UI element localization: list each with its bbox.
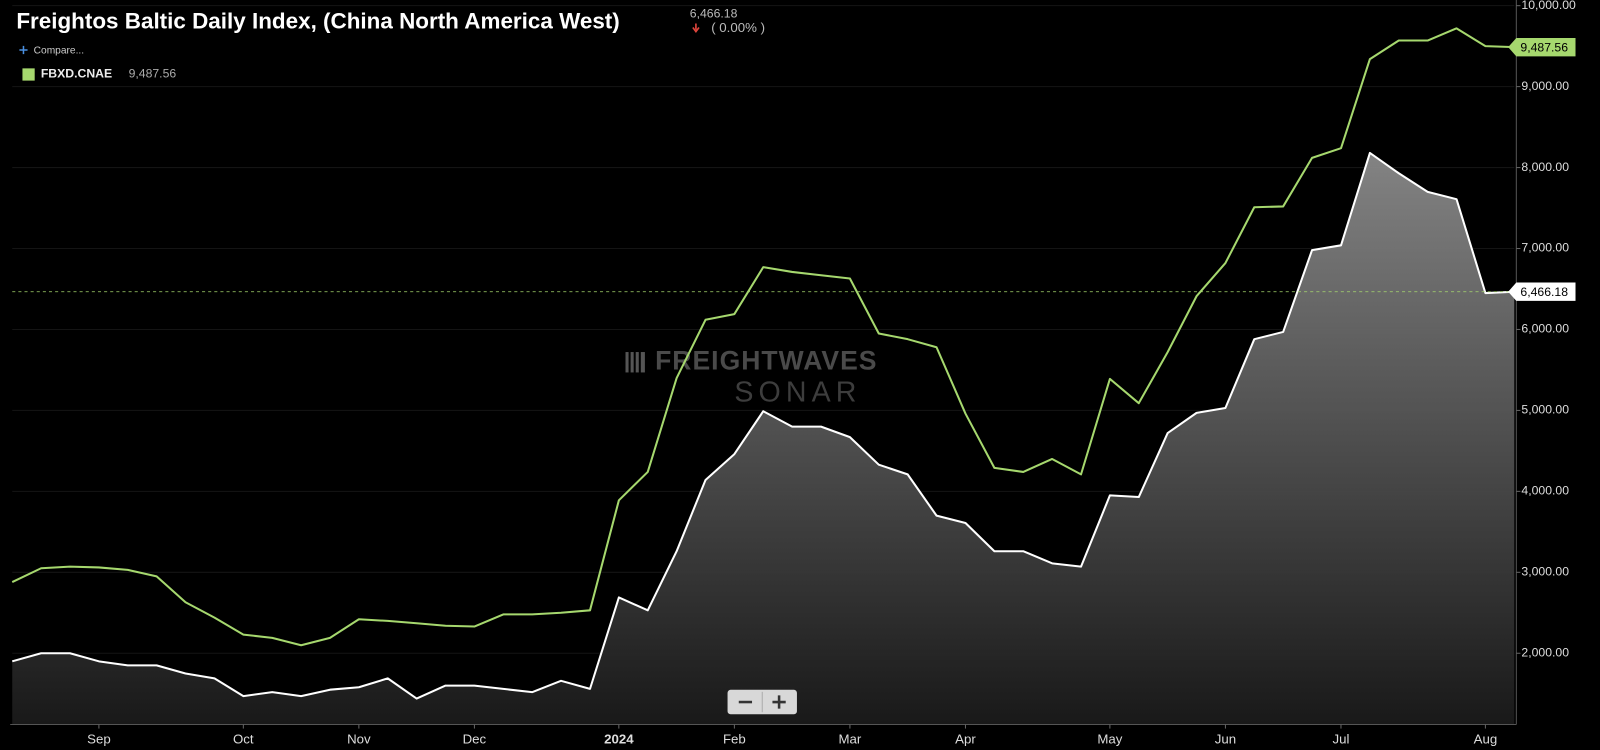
x-tick-label: Dec bbox=[463, 731, 487, 746]
price-tag-label: 6,466.18 bbox=[1520, 285, 1568, 299]
y-tick-label: 5,000.00 bbox=[1521, 403, 1569, 417]
y-tick-label: 2,000.00 bbox=[1521, 645, 1569, 659]
zoom-in[interactable] bbox=[772, 695, 786, 709]
watermark-text: FREIGHTWAVES bbox=[655, 345, 877, 375]
change-label: ( 0.00% ) bbox=[711, 20, 765, 35]
y-tick-label: 4,000.00 bbox=[1521, 484, 1569, 498]
y-tick-label: 9,000.00 bbox=[1521, 79, 1569, 93]
x-tick-label: Jul bbox=[1332, 731, 1349, 746]
price-tag bbox=[1508, 37, 1576, 57]
x-tick-label: Jun bbox=[1215, 731, 1236, 746]
down-arrow bbox=[692, 23, 700, 33]
x-tick-label: Sep bbox=[87, 731, 111, 746]
x-tick-label: Apr bbox=[955, 731, 976, 746]
watermark-logo bbox=[625, 352, 645, 373]
watermark: FREIGHTWAVES SONAR bbox=[625, 345, 877, 408]
area bbox=[12, 152, 1515, 725]
x-tick-label: Feb bbox=[723, 731, 746, 746]
zoom-controls bbox=[727, 689, 797, 715]
x-tick-label: Nov bbox=[347, 731, 371, 746]
x-tick-label: Aug bbox=[1474, 731, 1498, 746]
current-value: 6,466.18 bbox=[690, 7, 738, 21]
legend-value: 9,487.56 bbox=[129, 67, 177, 81]
legend-swatch bbox=[22, 68, 35, 81]
plot-area bbox=[11, 27, 1515, 725]
y-tick-label: 6,000.00 bbox=[1521, 322, 1569, 336]
y-tick-label: 7,000.00 bbox=[1521, 241, 1569, 255]
chart-title: Freightos Baltic Daily Index, (China Nor… bbox=[16, 8, 619, 33]
line bbox=[11, 27, 1515, 647]
line bbox=[11, 151, 1515, 700]
legend: FBXD.CNAE 9,487.56 bbox=[22, 67, 176, 81]
y-tick-label: 8,000.00 bbox=[1521, 160, 1569, 174]
watermark-text: SONAR bbox=[734, 376, 861, 408]
legend-label: FBXD.CNAE bbox=[41, 67, 112, 81]
price-tag bbox=[1508, 282, 1576, 301]
x-tick-label: 2024 bbox=[604, 731, 634, 746]
compare-button[interactable]: Compare... bbox=[34, 46, 84, 57]
y-tick-label: 3,000.00 bbox=[1521, 565, 1569, 579]
x-tick-label: Mar bbox=[839, 731, 862, 746]
y-tick-label: 10,000.00 bbox=[1521, 0, 1576, 12]
price-tag-label: 9,487.56 bbox=[1520, 40, 1568, 54]
compare-icon[interactable] bbox=[19, 45, 28, 55]
axes: 2,000.00 3,000.00 4,000.00 5,000.00 6,000.00… bbox=[87, 0, 1576, 746]
x-tick-label: May bbox=[1097, 731, 1122, 746]
x-tick-label: Oct bbox=[233, 731, 254, 746]
